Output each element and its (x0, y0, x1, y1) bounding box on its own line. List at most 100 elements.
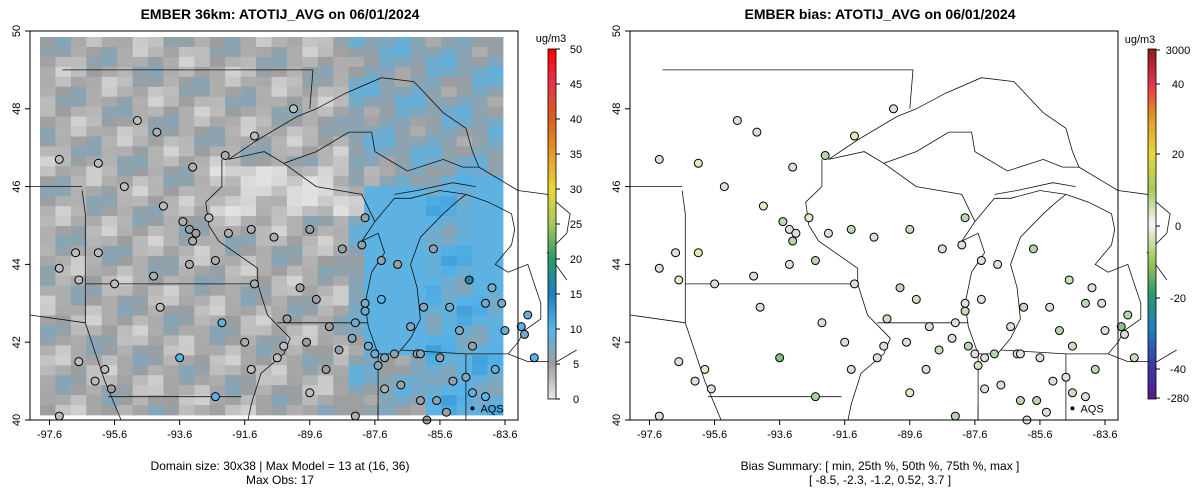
x-tick-label: -89.6 (297, 429, 322, 441)
grid-cell (441, 325, 458, 336)
grid-cell (240, 245, 257, 257)
site-marker (1032, 396, 1042, 406)
grid-cell (148, 305, 164, 316)
grid-cell (55, 226, 72, 237)
grid-cell (256, 66, 272, 78)
grid-cell (286, 265, 303, 277)
site-marker (911, 294, 921, 304)
grid-cell (379, 216, 396, 227)
grid-cell (148, 206, 164, 217)
site-marker (454, 326, 464, 336)
grid-cell (117, 166, 133, 177)
grid-cell (40, 136, 56, 147)
grid-cell (472, 275, 488, 287)
grid-cell (441, 146, 458, 157)
grid-cell (55, 186, 72, 197)
grid-cell (410, 146, 427, 157)
grid-cell (163, 126, 180, 137)
grid-cell (40, 46, 56, 58)
grid-cell (70, 76, 87, 88)
grid-cell (348, 216, 365, 227)
grid-cell (348, 295, 365, 306)
grid-cell (194, 216, 211, 227)
grid-cell (40, 335, 56, 346)
grid-cell (194, 395, 211, 406)
grid-cell (348, 255, 365, 267)
grid-cell (286, 46, 303, 58)
grid-cell (178, 37, 195, 48)
grid-cell (225, 325, 242, 336)
grid-cell (364, 405, 380, 416)
grid-cell (487, 46, 504, 58)
boundary-line (805, 159, 859, 284)
grid-cell (487, 126, 504, 137)
grid-cell (55, 335, 72, 346)
grid-cell (86, 325, 103, 336)
grid-cell (456, 56, 473, 68)
grid-cell (472, 206, 488, 217)
footer-line-2: [ -8.5, -2.3, -1.2, 0.52, 3.7 ] (808, 473, 952, 487)
grid-cell (194, 245, 211, 257)
grid-cell (148, 66, 164, 78)
grid-cell (394, 46, 411, 58)
site-marker (90, 376, 100, 386)
site-marker (784, 259, 794, 269)
grid-cell (132, 235, 149, 247)
grid-cell (302, 136, 319, 147)
grid-cell (456, 265, 473, 277)
panel-title: EMBER 36km: ATOTIJ_AVG on 06/01/2024 (140, 6, 420, 22)
site-marker (1064, 275, 1074, 285)
grid-cell (286, 345, 303, 356)
grid-cell (256, 176, 272, 187)
grid-cell (40, 176, 56, 187)
grid-cell (70, 315, 87, 326)
grid-cell (394, 305, 411, 316)
grid-cell (148, 345, 164, 356)
grid-cell (225, 186, 242, 197)
grid-cell (194, 235, 211, 247)
grid-cell (394, 196, 411, 207)
grid-cell (302, 176, 319, 187)
grid-cell (225, 76, 242, 88)
grid-cell (410, 116, 427, 127)
grid-cell (225, 355, 242, 366)
grid-cell (394, 325, 411, 336)
grid-cell (394, 156, 411, 167)
grid-cell (394, 96, 411, 108)
grid-cell (333, 265, 350, 277)
grid-cell (163, 216, 180, 227)
grid-cell (379, 375, 396, 386)
grid-cell (117, 325, 133, 336)
grid-cell (348, 37, 365, 48)
site-marker (882, 314, 892, 324)
grid-cell (148, 235, 164, 247)
grid-cell (163, 136, 180, 147)
grid-cell (379, 245, 396, 257)
site-marker (973, 361, 983, 371)
grid-cell (487, 235, 504, 247)
grid-cell (348, 355, 365, 366)
grid-cell (425, 226, 442, 237)
grid-cell (117, 345, 133, 356)
grid-cell (364, 146, 380, 157)
grid-cell (163, 106, 180, 117)
grid-cell (472, 196, 488, 207)
grid-cell (40, 275, 56, 287)
grid-cell (163, 385, 180, 396)
grid-cell (209, 176, 226, 187)
grid-cell (256, 395, 272, 406)
grid-cell (240, 146, 257, 157)
map-outlines (29, 69, 577, 421)
grid-cell (86, 305, 103, 316)
site-marker (957, 240, 967, 250)
grid-cell (256, 196, 272, 207)
grid-cell (40, 206, 56, 217)
grid-cell (271, 206, 288, 217)
grid-cell (271, 395, 288, 406)
grid-cell (117, 365, 133, 376)
grid-cell (148, 96, 164, 108)
grid-cell (364, 166, 380, 177)
grid-cell (240, 285, 257, 297)
grid-cell (148, 37, 164, 48)
grid-cell (379, 196, 396, 207)
